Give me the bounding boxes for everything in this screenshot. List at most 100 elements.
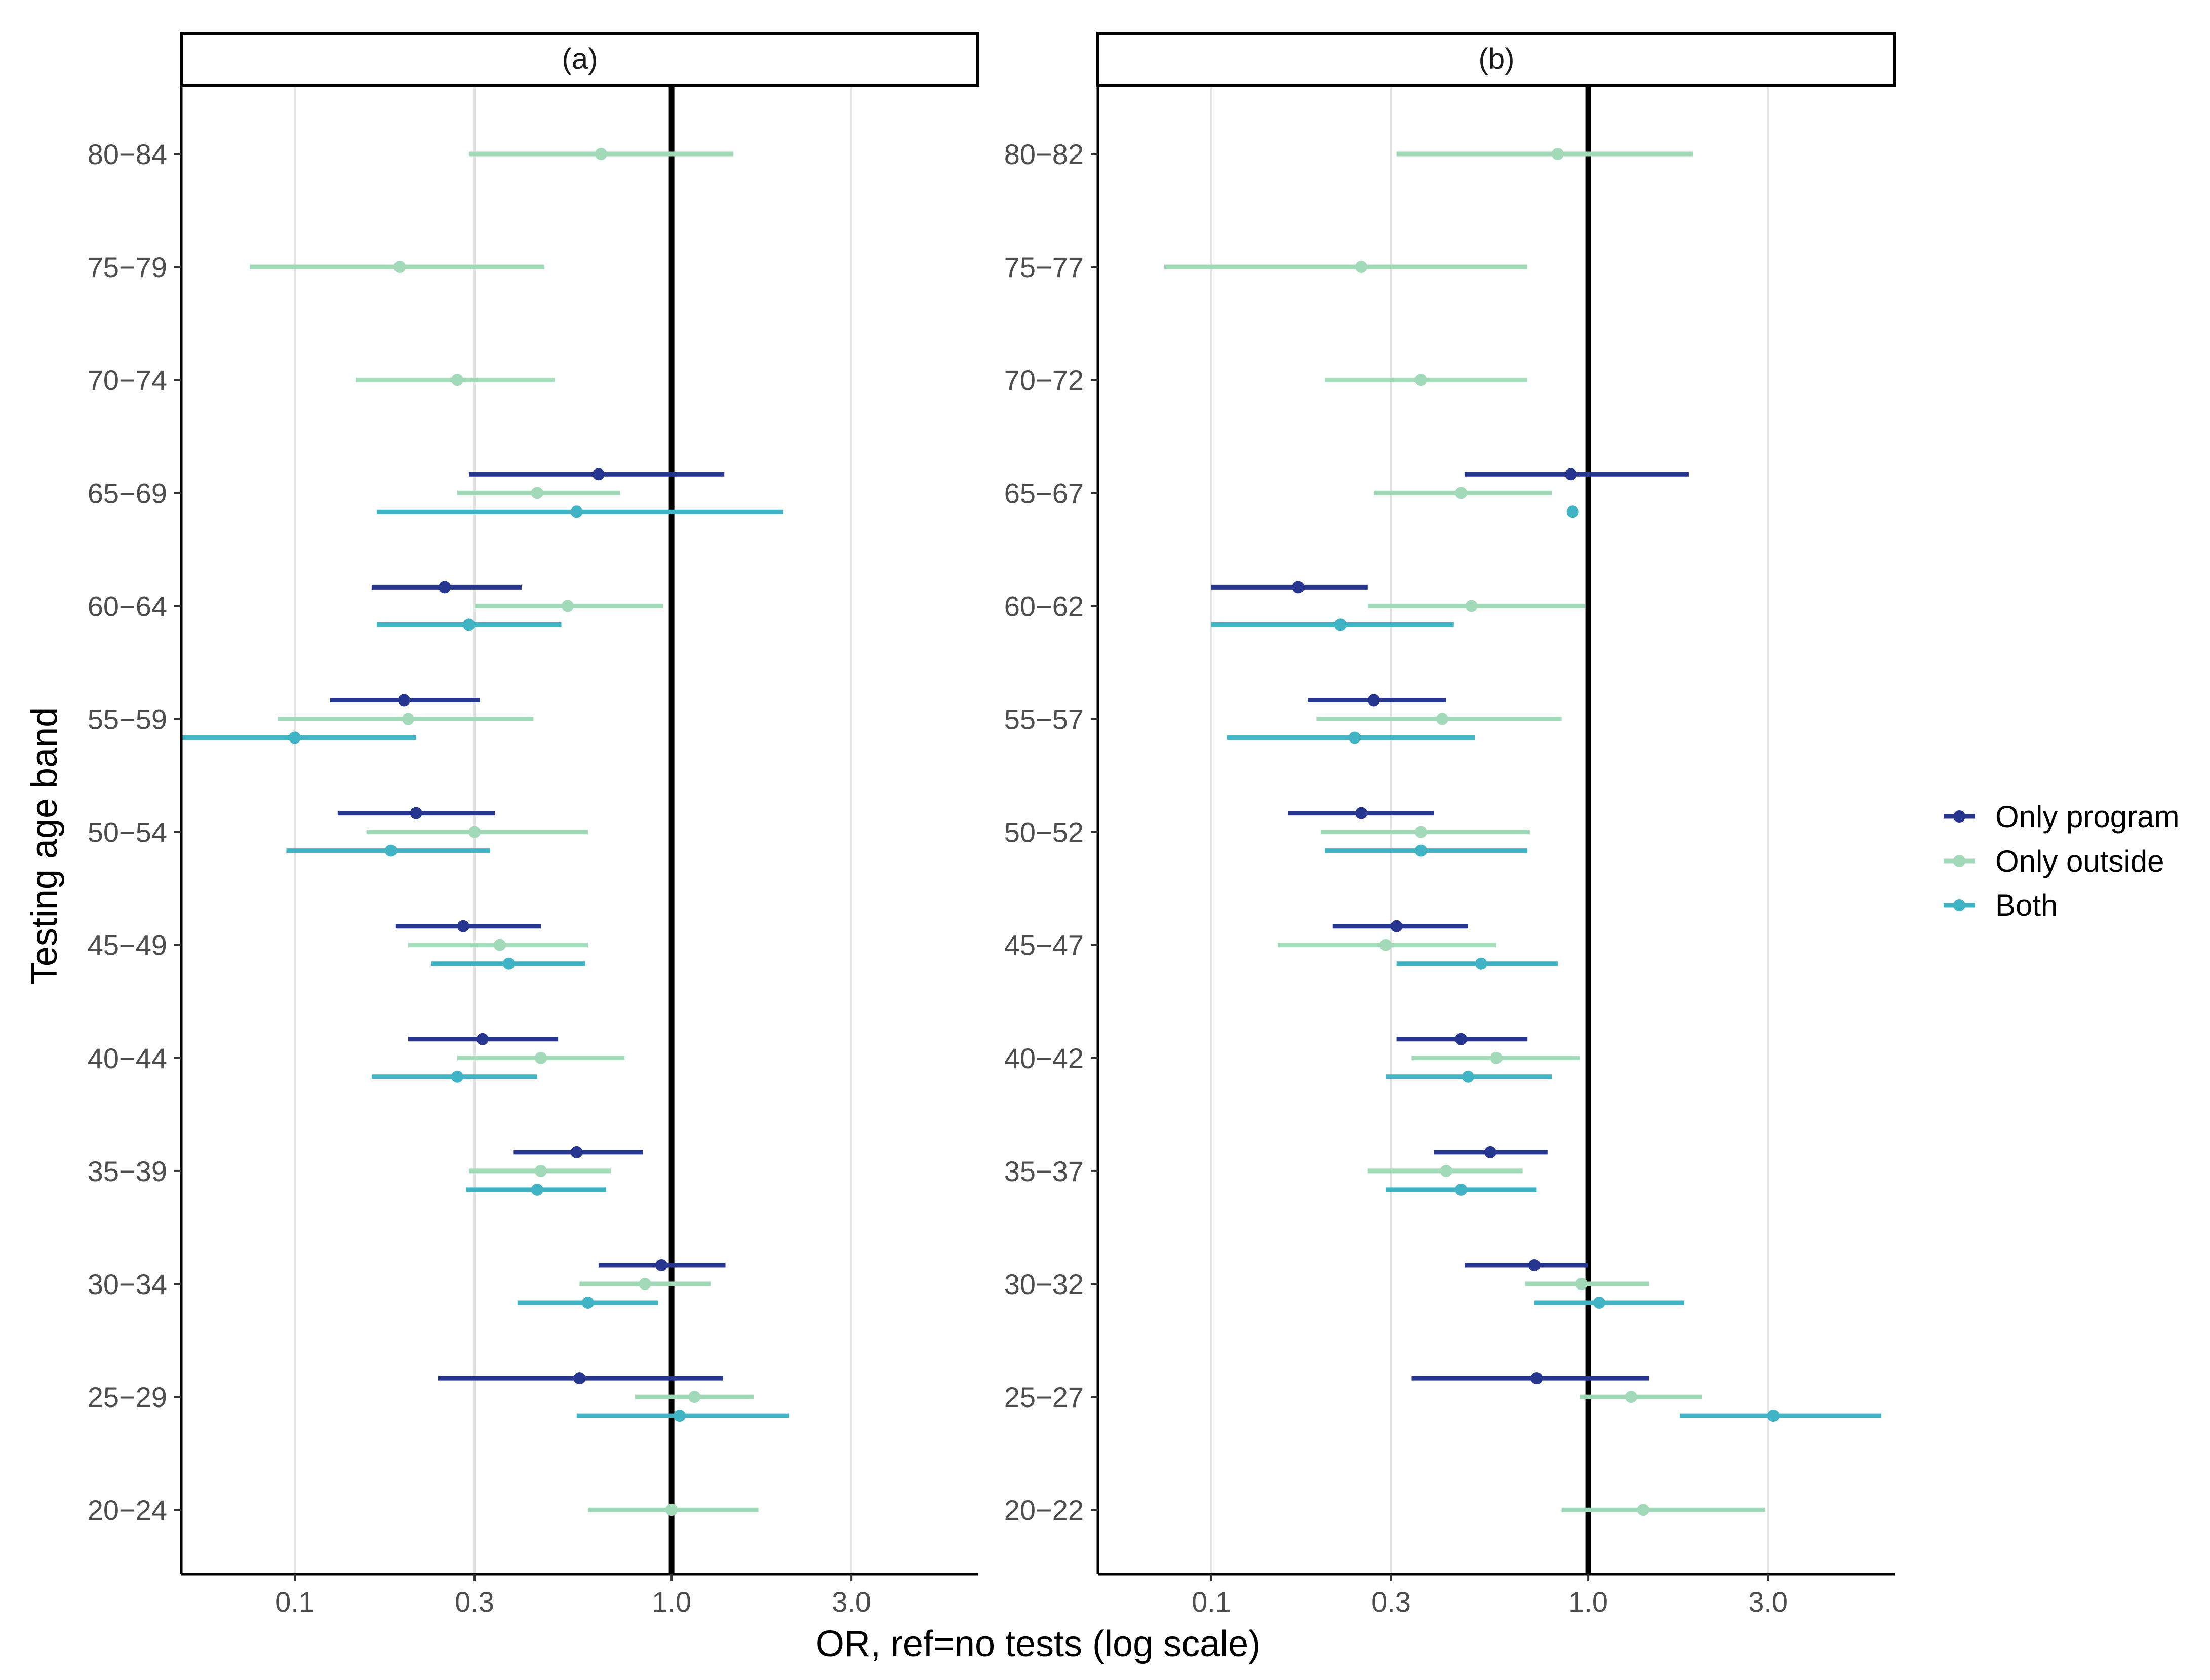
legend: Only program Only outside Both: [1944, 800, 2179, 922]
panel-b-only-outside-30-32-point: [1575, 1278, 1588, 1290]
panel-a-only-program-50-54-point: [410, 807, 422, 819]
panel-a-plot: 80−84 75−79 70−74 65−69 60−64 55−59 50−54 45−49…: [88, 87, 978, 1618]
legend-key-only-outside-point: [1953, 855, 1965, 867]
panel-a-y-tick-label-40-44: 40−44: [88, 1042, 167, 1074]
panel-b-both-40-42-point: [1462, 1070, 1474, 1083]
panel-b-only-outside-65-67-point: [1455, 487, 1468, 499]
panel-a-only-outside-60-64-point: [561, 600, 574, 612]
legend-key-only-program-point: [1953, 810, 1965, 823]
panel-b-y-tick-label-60-62: 60−62: [1004, 590, 1084, 622]
panel-a-only-program-55-59-point: [398, 694, 410, 707]
panel-b-only-outside-80-82-point: [1551, 148, 1564, 160]
panel-b-only-outside-20-22-point: [1637, 1504, 1649, 1516]
panel-a-only-outside-70-74-point: [451, 374, 463, 386]
legend-label-only-outside: Only outside: [1995, 844, 2164, 878]
panel-b-both-65-67-point: [1566, 505, 1579, 518]
panel-b-only-outside-55-57-point: [1436, 713, 1448, 725]
panel-b-only-program-30-32-point: [1528, 1259, 1541, 1271]
panel-a-both-65-69-point: [570, 505, 583, 518]
legend-label-only-program: Only program: [1995, 800, 2179, 834]
panel-a-both-60-64-point: [463, 618, 476, 631]
panel-b-y-tick-label-65-67: 65−67: [1004, 477, 1084, 509]
panel-b-both-45-47-point: [1475, 957, 1487, 970]
panel-b-both-30-32-point: [1593, 1297, 1605, 1309]
panel-b-only-program-60-62-point: [1292, 581, 1305, 594]
panel-a-y-tick-label-45-49: 45−49: [88, 929, 167, 961]
panel-b-x-tick-label-0: 0.1: [1192, 1586, 1231, 1618]
panel-b-only-program-50-52-point: [1355, 807, 1368, 819]
panel-b-only-outside-60-62-point: [1465, 600, 1478, 612]
panel-b-only-program-40-42-point: [1455, 1033, 1468, 1045]
panel-b-both-25-27-point: [1767, 1410, 1780, 1422]
panel-b-both-55-57-point: [1348, 731, 1361, 744]
panel-b-y-tick-label-30-32: 30−32: [1004, 1268, 1084, 1300]
panel-b-only-outside-35-37-point: [1440, 1164, 1452, 1177]
panel-b-title: (b): [1479, 43, 1515, 75]
panel-a-only-outside-20-24-point: [665, 1504, 678, 1516]
panel-b-x-tick-label-1: 0.3: [1371, 1586, 1411, 1618]
panel-b-y-tick-label-45-47: 45−47: [1004, 929, 1084, 961]
panel-b-only-outside-40-42-point: [1490, 1051, 1503, 1064]
panel-a-only-program-40-44-point: [476, 1033, 489, 1045]
panel-a-y-tick-label-30-34: 30−34: [88, 1268, 167, 1300]
panel-a-only-outside-65-69-point: [531, 487, 543, 499]
panel-a-only-program-65-69-point: [592, 468, 605, 481]
panel-b-y-tick-label-80-82: 80−82: [1004, 138, 1084, 170]
panel-a-only-outside-75-79-point: [393, 261, 406, 274]
panel-a-both-40-44-point: [451, 1070, 463, 1083]
panel-b-both-35-37-point: [1455, 1183, 1468, 1196]
legend-label-both: Both: [1995, 888, 2058, 922]
panel-a-y-tick-label-25-29: 25−29: [88, 1381, 167, 1413]
panel-a-only-outside-25-29-point: [688, 1391, 701, 1403]
panel-a-only-program-35-39-point: [570, 1146, 583, 1158]
panel-a-only-outside-80-84-point: [595, 148, 607, 160]
panel-b-only-program-45-47-point: [1390, 920, 1403, 932]
panel-b-y-tick-label-25-27: 25−27: [1004, 1381, 1084, 1413]
panel-b-strip: [1096, 32, 1896, 87]
panel-b-only-outside-70-72-point: [1414, 374, 1427, 386]
panel-b-both-60-62-point: [1334, 618, 1347, 631]
panel-b-only-program-35-37-point: [1484, 1146, 1496, 1158]
panel-b-x-tick-label-2: 1.0: [1568, 1586, 1608, 1618]
panel-a: (a) 80−84 75−79 70−74 65−69 60−64 55−59 50−54 4…: [88, 32, 979, 1618]
panel-a-both-55-59-point: [288, 731, 301, 744]
panel-b-x-tick-label-3: 3.0: [1748, 1586, 1788, 1618]
panel-b-only-outside-45-47-point: [1379, 939, 1392, 951]
panel-a-only-outside-30-34-point: [639, 1278, 651, 1290]
panel-a-only-program-60-64-point: [439, 581, 451, 594]
panel-b-y-tick-label-35-37: 35−37: [1004, 1155, 1084, 1187]
panel-a-y-tick-label-70-74: 70−74: [88, 364, 167, 396]
panel-a-y-tick-label-60-64: 60−64: [88, 590, 167, 622]
panel-a-y-tick-label-35-39: 35−39: [88, 1155, 167, 1187]
panel-b-y-tick-label-75-77: 75−77: [1004, 251, 1084, 283]
panel-b-only-outside-25-27-point: [1625, 1391, 1637, 1403]
panel-a-both-50-54-point: [384, 844, 397, 857]
panel-a-y-tick-label-50-54: 50−54: [88, 816, 167, 848]
panel-a-only-outside-45-49-point: [493, 939, 506, 951]
panel-a-y-tick-label-75-79: 75−79: [88, 251, 167, 283]
panel-a-both-25-29-point: [673, 1410, 686, 1422]
panel-a-y-tick-label-65-69: 65−69: [88, 477, 167, 509]
panel-a-x-tick-label-1: 0.3: [455, 1586, 494, 1618]
panel-a-both-45-49-point: [502, 957, 515, 970]
panel-a-y-tick-label-20-24: 20−24: [88, 1494, 167, 1526]
panel-a-only-outside-55-59-point: [402, 713, 414, 725]
panel-b: (b) 80−82 75−77 70−72 65−67 60−62 55−57 50−52 4…: [1004, 32, 1896, 1618]
panel-a-x-tick-label-3: 3.0: [832, 1586, 871, 1618]
panel-b-y-tick-label-55-57: 55−57: [1004, 704, 1084, 735]
panel-a-only-program-25-29-point: [573, 1372, 586, 1385]
panel-b-only-program-65-67-point: [1565, 468, 1577, 481]
panel-b-y-tick-label-20-22: 20−22: [1004, 1494, 1084, 1526]
panel-a-y-tick-label-55-59: 55−59: [88, 704, 167, 735]
panel-b-both-50-52-point: [1414, 844, 1427, 857]
panel-b-plot: 80−82 75−77 70−72 65−67 60−62 55−57 50−52 45−47…: [1004, 87, 1895, 1618]
panel-a-x-tick-label-0: 0.1: [275, 1586, 314, 1618]
panel-a-title: (a): [562, 43, 598, 75]
panel-b-only-outside-50-52-point: [1414, 826, 1427, 838]
panel-a-only-outside-40-44-point: [535, 1051, 547, 1064]
panel-b-only-outside-75-77-point: [1355, 261, 1368, 274]
panel-a-both-30-34-point: [582, 1297, 595, 1309]
panel-b-y-tick-label-50-52: 50−52: [1004, 816, 1084, 848]
panel-b-only-program-55-57-point: [1367, 694, 1380, 707]
